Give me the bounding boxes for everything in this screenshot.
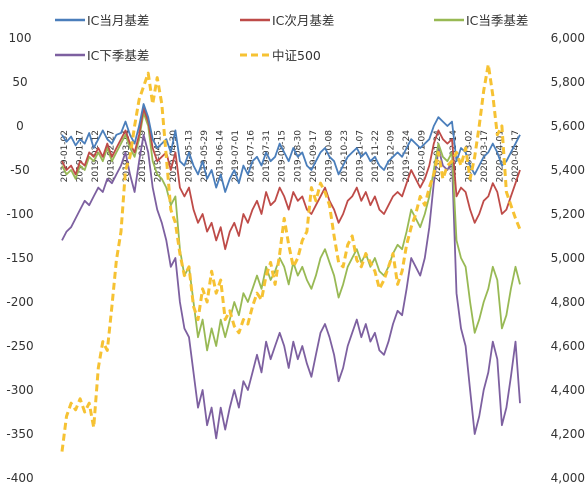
legend-label-ic-next-month-basis: IC次月基差 [272, 13, 334, 28]
series-line-ic-quarter-basis [61, 111, 521, 352]
left-y-tick-label: -400 [6, 471, 33, 485]
legend-label-csi500: 中证500 [272, 48, 321, 63]
right-y-tick-label: 5,000 [551, 251, 585, 265]
x-tick-label: 2019-03-29 [138, 130, 148, 183]
x-tick-label: 2019-12-24 [402, 130, 412, 183]
x-tick-label: 2019-06-14 [216, 130, 226, 183]
series-line-csi500 [60, 62, 522, 452]
right-y-tick-label: 4,200 [551, 427, 585, 441]
series-line-ic-next-quarter-basis [61, 133, 521, 440]
right-y-tick-label: 5,400 [551, 163, 585, 177]
x-tick-label: 2019-03-14 [122, 130, 132, 183]
x-tick-label: 2019-08-15 [278, 130, 288, 182]
right-y-axis: 6,000 5,800 5,600 5,400 5,200 5,000 4,800 4,600… [551, 31, 585, 485]
left-y-tick-label: 0 [16, 119, 24, 133]
left-y-tick-label: -100 [6, 207, 33, 221]
legend: IC当月基差 IC次月基差 IC当季基差 IC下季基差 中证500 [55, 13, 528, 63]
series-line-ic-next-month-basis [61, 107, 521, 251]
right-y-tick-label: 6,000 [551, 31, 585, 45]
x-tick-label: 2020-03-02 [464, 130, 474, 182]
left-y-tick-label: -250 [6, 339, 33, 353]
x-tick-label: 2020-01-09 [418, 130, 428, 183]
right-y-tick-label: 5,800 [551, 75, 585, 89]
right-y-tick-label: 4,800 [551, 295, 585, 309]
x-tick-label: 2019-01-17 [76, 130, 86, 182]
x-tick-label: 2019-05-29 [200, 130, 210, 183]
x-tick-label: 2019-07-16 [247, 130, 257, 183]
x-tick-label: 2019-09-17 [309, 130, 319, 182]
left-y-tick-label: 100 [9, 31, 32, 45]
left-y-tick-label: 50 [12, 75, 27, 89]
legend-label-ic-month-basis: IC当月基差 [87, 13, 149, 28]
x-tick-label: 2020-04-01 [495, 130, 505, 182]
x-tick-label: 2019-01-02 [60, 130, 70, 182]
left-y-tick-label: -50 [10, 163, 30, 177]
right-y-tick-label: 5,600 [551, 119, 585, 133]
right-y-tick-label: 4,000 [551, 471, 585, 485]
right-y-tick-label: 5,200 [551, 207, 585, 221]
left-y-tick-label: -200 [6, 295, 33, 309]
series-line-ic-month-basis [61, 103, 521, 193]
series-layer [60, 62, 522, 452]
x-tick-label: 2019-10-23 [340, 130, 350, 182]
x-tick-label: 2019-11-22 [371, 130, 381, 182]
left-y-tick-label: -350 [6, 427, 33, 441]
legend-label-ic-quarter-basis: IC当季基差 [466, 13, 528, 28]
legend-label-ic-next-quarter-basis: IC下季基差 [87, 48, 149, 63]
left-y-axis: 100 50 0 -50 -100 -150 -200 -250 -300 -350 -400 [6, 31, 33, 485]
x-tick-label: 2019-04-15 [153, 130, 163, 182]
right-y-tick-label: 4,600 [551, 339, 585, 353]
left-y-tick-label: -150 [6, 251, 33, 265]
right-y-tick-label: 4,400 [551, 383, 585, 397]
left-y-tick-label: -300 [6, 383, 33, 397]
x-tick-label: 2019-07-01 [231, 130, 241, 182]
x-tick-label: 2019-12-09 [387, 130, 397, 183]
x-tick-label: 2020-04-17 [511, 130, 521, 182]
